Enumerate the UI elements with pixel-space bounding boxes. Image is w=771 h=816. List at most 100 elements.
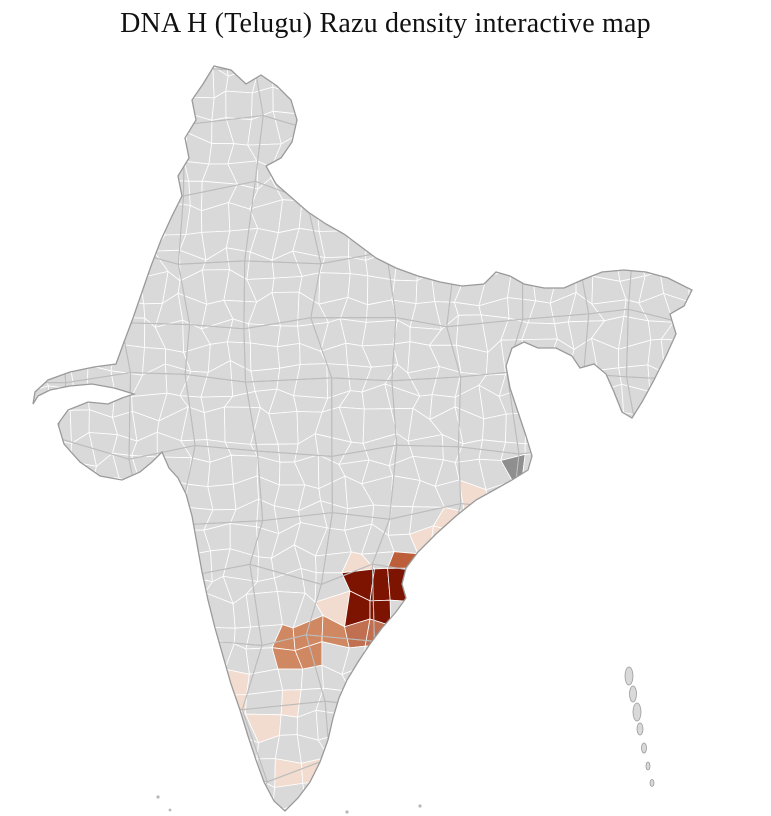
district-cell[interactable] <box>546 84 578 120</box>
district-cell[interactable] <box>6 799 29 816</box>
district-cell[interactable] <box>525 199 557 233</box>
district-cell[interactable] <box>135 98 163 113</box>
district-cell[interactable] <box>682 477 715 505</box>
district-cell[interactable] <box>430 618 458 639</box>
district-cell[interactable] <box>406 600 432 622</box>
district-cell[interactable] <box>754 132 771 155</box>
district-cell[interactable] <box>502 199 531 229</box>
district-cell[interactable] <box>316 201 350 232</box>
district-cell[interactable] <box>389 599 412 627</box>
district-cell[interactable] <box>574 777 599 811</box>
district-cell[interactable] <box>302 781 319 805</box>
district-cell[interactable] <box>44 131 72 166</box>
district-cell[interactable] <box>110 343 145 376</box>
district-cell[interactable] <box>662 682 691 719</box>
district-cell[interactable] <box>642 431 675 457</box>
district-cell[interactable] <box>454 71 481 98</box>
district-cell[interactable] <box>413 682 439 718</box>
district-cell[interactable] <box>317 756 350 789</box>
district-cell[interactable] <box>19 732 53 767</box>
district-cell[interactable] <box>707 692 742 710</box>
district-cell[interactable] <box>533 366 560 397</box>
district-cell[interactable] <box>91 176 116 211</box>
district-cell[interactable] <box>567 109 595 145</box>
district-cell[interactable] <box>687 691 709 711</box>
district-cell[interactable] <box>65 526 94 559</box>
district-cell[interactable] <box>756 39 771 76</box>
district-cell[interactable] <box>181 66 215 99</box>
district-cell[interactable] <box>476 75 508 98</box>
district-cell[interactable] <box>361 62 392 100</box>
district-cell[interactable] <box>575 803 597 816</box>
district-cell[interactable] <box>299 109 330 135</box>
district-cell[interactable] <box>619 638 649 675</box>
district-cell[interactable] <box>0 223 19 258</box>
district-cell[interactable] <box>474 639 504 666</box>
district-cell[interactable] <box>574 736 605 767</box>
district-cell[interactable] <box>593 131 624 161</box>
district-cell[interactable] <box>709 348 740 376</box>
district-cell[interactable] <box>84 728 111 760</box>
district-cell[interactable] <box>407 84 444 118</box>
district-cell[interactable] <box>730 139 758 156</box>
district-cell[interactable] <box>391 279 418 305</box>
district-cell[interactable] <box>552 644 581 675</box>
district-cell[interactable] <box>640 757 669 790</box>
district-cell[interactable] <box>668 568 688 603</box>
district-cell[interactable] <box>3 51 27 72</box>
district-cell[interactable] <box>660 729 689 766</box>
district-cell[interactable] <box>22 570 49 597</box>
district-cell[interactable] <box>0 136 29 168</box>
district-cell[interactable] <box>613 616 649 642</box>
district-cell[interactable] <box>481 502 513 533</box>
district-cell[interactable] <box>757 223 771 258</box>
district-cell[interactable] <box>684 523 712 557</box>
district-cell[interactable] <box>434 683 465 721</box>
district-cell[interactable] <box>86 600 119 625</box>
district-cell[interactable] <box>130 201 166 236</box>
district-cell[interactable] <box>165 812 186 816</box>
district-cell[interactable] <box>479 765 510 790</box>
district-cell[interactable] <box>589 50 630 73</box>
district-cell[interactable] <box>706 757 742 787</box>
district-cell[interactable] <box>346 758 373 789</box>
district-cell[interactable] <box>646 545 670 583</box>
district-cell[interactable] <box>452 108 483 139</box>
district-cell[interactable] <box>360 692 392 718</box>
district-cell[interactable] <box>91 506 112 531</box>
district-cell[interactable] <box>366 131 393 162</box>
district-cell[interactable] <box>116 233 138 259</box>
district-cell[interactable] <box>547 777 577 811</box>
district-cell[interactable] <box>574 761 599 783</box>
district-cell[interactable] <box>314 781 353 804</box>
district-cell[interactable] <box>691 315 719 350</box>
district-cell[interactable] <box>455 208 489 232</box>
district-cell[interactable] <box>453 593 490 626</box>
district-cell[interactable] <box>638 568 670 597</box>
district-cell[interactable] <box>70 161 93 191</box>
district-cell[interactable] <box>525 226 551 260</box>
district-cell[interactable] <box>526 384 559 415</box>
district-cell[interactable] <box>89 644 116 672</box>
district-cell[interactable] <box>113 136 144 164</box>
district-cell[interactable] <box>552 50 580 77</box>
district-cell[interactable] <box>18 115 53 137</box>
district-cell[interactable] <box>710 437 731 463</box>
district-cell[interactable] <box>157 713 187 743</box>
district-cell[interactable] <box>391 729 415 759</box>
island[interactable] <box>645 761 651 771</box>
district-cell[interactable] <box>0 109 20 137</box>
district-cell[interactable] <box>754 297 771 321</box>
district-cell[interactable] <box>592 546 621 580</box>
district-cell[interactable] <box>342 691 364 718</box>
district-cell[interactable] <box>660 522 694 549</box>
district-cell[interactable] <box>416 245 439 282</box>
district-cell[interactable] <box>758 272 771 301</box>
district-cell[interactable] <box>461 509 490 535</box>
district-cell[interactable] <box>42 176 72 207</box>
district-cell[interactable] <box>475 797 506 816</box>
district-cell[interactable] <box>691 158 712 187</box>
district-cell[interactable] <box>0 270 26 295</box>
district-cell[interactable] <box>455 781 490 811</box>
district-cell[interactable] <box>685 660 709 693</box>
